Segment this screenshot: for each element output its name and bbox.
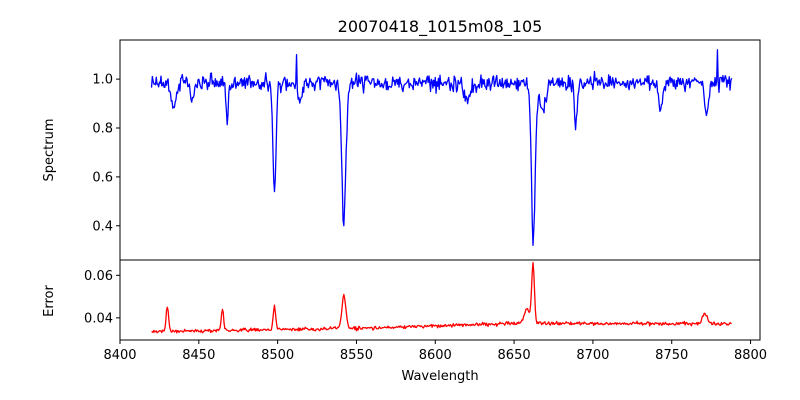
x-tick-label: 8400 (103, 348, 136, 363)
error-axes-frame (119, 259, 761, 341)
x-axis: 8400 8450 8500 8550 8600 8650 8700 8750 8800 (103, 340, 767, 363)
x-tick-label: 8550 (340, 348, 373, 363)
error-y-tick-label: 0.04 (84, 311, 113, 326)
x-tick-label: 8750 (655, 348, 688, 363)
x-tick-label: 8650 (498, 348, 531, 363)
spectrum-y-tick-label: 0.6 (92, 170, 113, 185)
spectrum-y-axis-label: Spectrum (42, 119, 57, 182)
chart-title: 20070418_1015m08_105 (338, 17, 543, 37)
spectrum-series-line (150, 49, 733, 246)
error-y-axis-label: Error (42, 285, 57, 317)
error-series-line (151, 261, 732, 334)
spectrum-y-tick-label: 0.4 (92, 219, 113, 234)
x-tick-label: 8700 (576, 348, 609, 363)
x-tick-label: 8600 (419, 348, 452, 363)
x-tick-label: 8500 (261, 348, 294, 363)
x-tick-label: 8450 (182, 348, 215, 363)
error-panel: 0.04 0.06 (84, 259, 761, 341)
spectrum-y-tick-label: 1.0 (92, 73, 113, 88)
x-tick-label: 8800 (734, 348, 767, 363)
x-axis-label: Wavelength (401, 369, 478, 384)
error-y-tick-label: 0.06 (84, 269, 113, 284)
spectrum-y-tick-label: 0.8 (92, 122, 113, 137)
